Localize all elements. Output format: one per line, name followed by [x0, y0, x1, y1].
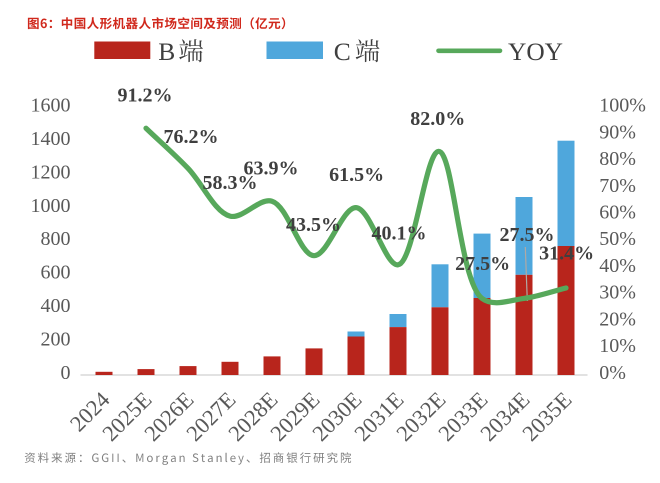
svg-text:91.2%: 91.2%	[118, 85, 173, 107]
svg-text:1600: 1600	[31, 95, 71, 117]
svg-text:20%: 20%	[599, 308, 636, 330]
svg-text:10%: 10%	[599, 335, 636, 357]
svg-text:40%: 40%	[599, 255, 636, 277]
svg-text:80%: 80%	[599, 148, 636, 170]
svg-text:1000: 1000	[31, 195, 71, 217]
svg-text:YOY: YOY	[508, 37, 563, 66]
svg-text:600: 600	[41, 262, 71, 284]
svg-text:30%: 30%	[599, 282, 636, 304]
svg-text:43.5%: 43.5%	[286, 214, 341, 236]
svg-text:800: 800	[41, 228, 71, 250]
svg-text:50%: 50%	[599, 228, 636, 250]
svg-text:1200: 1200	[31, 161, 71, 183]
svg-text:90%: 90%	[599, 121, 636, 143]
svg-text:0%: 0%	[599, 362, 626, 384]
svg-text:1400: 1400	[31, 128, 71, 150]
svg-text:100%: 100%	[599, 95, 646, 117]
svg-text:27.5%: 27.5%	[455, 253, 510, 275]
svg-text:40.1%: 40.1%	[372, 223, 427, 245]
svg-text:400: 400	[41, 295, 71, 317]
svg-text:61.5%: 61.5%	[329, 164, 384, 186]
svg-text:0: 0	[61, 362, 71, 384]
svg-text:63.9%: 63.9%	[244, 158, 299, 180]
svg-text:200: 200	[41, 328, 71, 350]
svg-text:31.4%: 31.4%	[539, 242, 594, 264]
svg-text:82.0%: 82.0%	[410, 108, 465, 130]
svg-text:C: C	[334, 37, 351, 66]
svg-text:B: B	[158, 37, 175, 66]
svg-text:76.2%: 76.2%	[164, 126, 219, 148]
svg-text:60%: 60%	[599, 202, 636, 224]
svg-text:70%: 70%	[599, 175, 636, 197]
svg-text:58.3%: 58.3%	[203, 172, 258, 194]
svg-text:27.5%: 27.5%	[500, 224, 555, 246]
